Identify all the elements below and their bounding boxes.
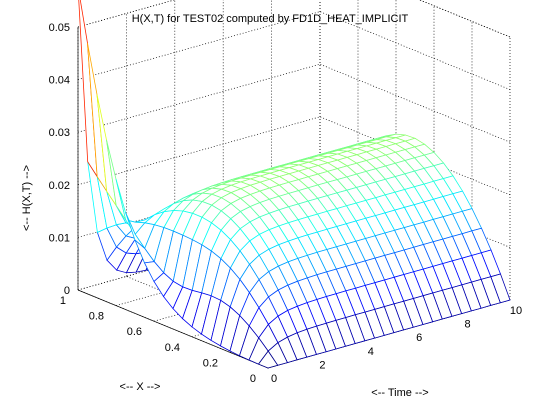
time-tick-label: 0	[271, 373, 277, 385]
z-tick-labels: 0 0.01 0.02 0.03 0.04 0.05	[49, 22, 70, 297]
z-tick-label: 0.03	[49, 127, 70, 139]
z-axis-label: <-- H(X,T) -->	[21, 165, 33, 231]
grid-line	[319, 11, 511, 90]
z-tick-label: 0.02	[49, 180, 70, 192]
time-axis-label: <-- Time -->	[371, 387, 428, 399]
time-tick-labels: 0 2 4 6 8 10	[271, 305, 522, 385]
x-tick-label: 1	[60, 295, 66, 307]
x-tick-label: 0	[250, 373, 256, 385]
z-tick-label: 0.05	[49, 22, 70, 34]
surface-mesh	[78, 0, 511, 369]
z-tick-label: 0.04	[49, 75, 70, 87]
x-tick-label: 0.4	[165, 342, 180, 354]
x-tick-label: 0.6	[127, 326, 142, 338]
box-edge	[418, 0, 511, 38]
x-axis-label: <-- X -->	[120, 381, 161, 393]
x-tick-labels: 0 0.2 0.4 0.6 0.8 1	[60, 295, 256, 385]
time-tick-label: 8	[465, 319, 471, 331]
time-tick-label: 2	[319, 359, 325, 371]
time-tick-label: 4	[368, 346, 374, 358]
z-tick-label: 0.01	[49, 232, 70, 244]
x-tick-label: 0.8	[89, 311, 104, 323]
grid-line	[77, 63, 321, 133]
z-tick-label: 0	[64, 285, 70, 297]
grid-line	[319, 63, 511, 143]
chart-title: H(X,T) for TEST02 computed by FD1D_HEAT_…	[132, 13, 409, 25]
time-tick-label: 10	[510, 305, 522, 317]
time-tick-label: 6	[416, 332, 422, 344]
surface-cell	[257, 350, 279, 369]
x-tick-label: 0.2	[203, 357, 218, 369]
x-axis-line	[77, 289, 269, 369]
